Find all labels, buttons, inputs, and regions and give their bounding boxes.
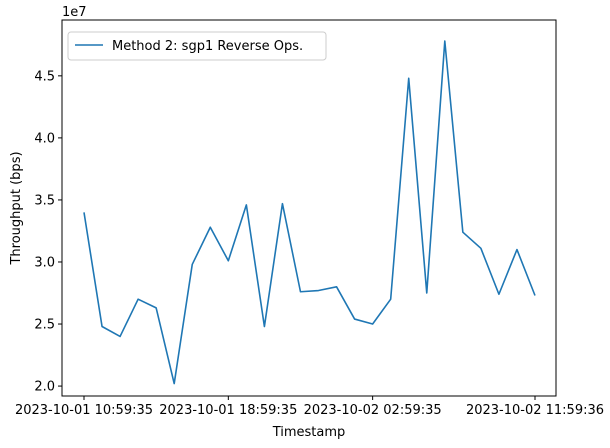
x-tick-label: 2023-10-01 18:59:35	[159, 403, 297, 418]
data-point	[318, 290, 320, 292]
data-point	[209, 226, 211, 228]
legend-label: Method 2: sgp1 Reverse Ops.	[112, 39, 303, 54]
x-tick-label: 2023-10-02 11:59:36	[466, 403, 604, 418]
y-offset-label: 1e7	[62, 5, 87, 20]
y-tick-label: 4.5	[34, 69, 55, 84]
data-point	[119, 335, 121, 337]
data-point	[299, 291, 301, 293]
data-point	[191, 263, 193, 265]
legend-box	[67, 31, 327, 61]
y-tick-label: 4.0	[34, 131, 55, 146]
y-tick-label: 3.0	[34, 255, 55, 270]
data-point	[281, 203, 283, 205]
data-point	[137, 298, 139, 300]
data-point	[101, 326, 103, 328]
plot-area	[62, 20, 556, 396]
data-point	[245, 204, 247, 206]
series-layer	[83, 40, 536, 385]
y-tick-label: 2.0	[34, 380, 55, 395]
axes-frame	[61, 19, 557, 397]
data-point	[426, 292, 428, 294]
data-point	[516, 249, 518, 251]
x-tick-label: 2023-10-02 02:59:35	[304, 403, 442, 418]
y-tick-label: 2.5	[34, 318, 55, 333]
data-point	[534, 294, 536, 296]
data-point	[480, 247, 482, 249]
data-point	[444, 40, 446, 42]
legend: Method 2: sgp1 Reverse Ops.	[67, 31, 327, 61]
x-axis-ticks: 2023-10-01 10:59:35 2023-10-01 18:59:35 20…	[15, 396, 604, 418]
data-point	[83, 211, 85, 213]
series-line	[83, 40, 536, 385]
y-axis-label: Throughput (bps)	[9, 151, 24, 265]
data-point	[390, 298, 392, 300]
data-point	[354, 318, 356, 320]
x-axis-label: Timestamp	[272, 425, 346, 440]
data-point	[462, 231, 464, 233]
y-axis-ticks: 2.0 2.5 3.0 3.5 4.0 4.5	[34, 69, 62, 395]
data-point	[336, 286, 338, 288]
data-point	[372, 323, 374, 325]
y-tick-label: 3.5	[34, 193, 55, 208]
data-point	[227, 260, 229, 262]
data-point	[498, 293, 500, 295]
x-tick-label: 2023-10-01 10:59:35	[15, 403, 153, 418]
data-point	[408, 77, 410, 79]
data-point	[173, 383, 175, 385]
data-point	[155, 307, 157, 309]
data-point	[263, 326, 265, 328]
